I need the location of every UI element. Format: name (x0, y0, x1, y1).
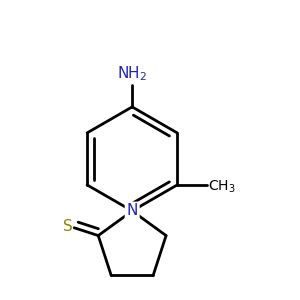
Text: N: N (127, 203, 138, 218)
Text: NH$_2$: NH$_2$ (117, 64, 147, 83)
Text: S: S (63, 219, 73, 234)
Text: CH$_3$: CH$_3$ (208, 178, 236, 195)
